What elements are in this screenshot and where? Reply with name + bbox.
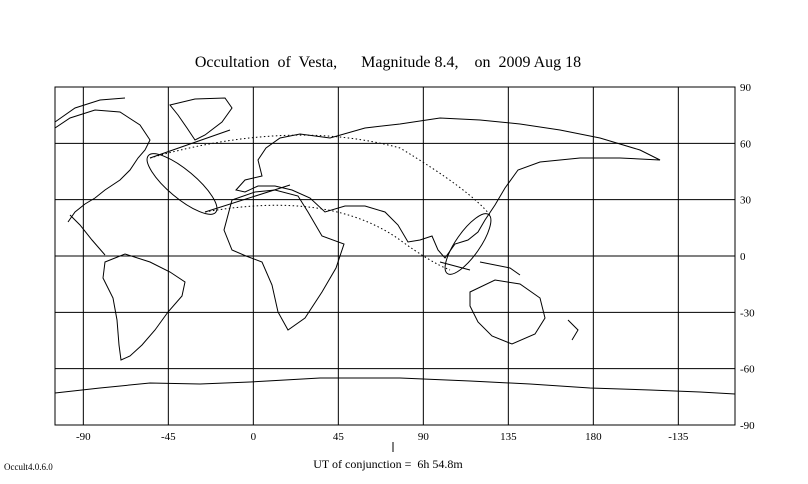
- path-edge: [149, 129, 291, 213]
- eurasia: [235, 117, 661, 259]
- lon-tick-label: -45: [161, 431, 176, 443]
- lon-tick-label: 135: [500, 431, 517, 443]
- coastlines: [54, 97, 736, 395]
- south-america: [102, 253, 186, 361]
- lat-tick-label: 30: [740, 195, 752, 207]
- islands: [439, 261, 579, 341]
- lat-tick-label: -30: [740, 307, 755, 319]
- shadow-ellipse-west: [146, 153, 218, 215]
- australia: [469, 279, 546, 345]
- lon-tick-label: 90: [418, 431, 430, 443]
- map-title: Occultation of Vesta, Magnitude 8.4, on …: [195, 54, 581, 71]
- lon-tick-label: 0: [251, 431, 257, 443]
- lat-tick-label: -90: [740, 420, 755, 432]
- antarctica: [54, 377, 736, 395]
- lon-tick-label: -90: [76, 431, 91, 443]
- greenland: [169, 97, 233, 141]
- occultation-path: [146, 129, 492, 275]
- lat-tick-label: 90: [740, 82, 752, 94]
- north-america: [54, 97, 151, 256]
- lon-tick-label: 45: [333, 431, 345, 443]
- shadow-ellipse-east: [444, 213, 492, 275]
- version-label: Occult4.0.6.0: [4, 462, 53, 472]
- lat-tick-label: 60: [740, 138, 752, 150]
- graticule: -90 -45 0 45 90 135 180 -135 90 60 30 0 -30 -60 -90: [55, 82, 755, 443]
- path-limit-north: [149, 134, 491, 216]
- path-limit-south: [204, 204, 451, 271]
- lon-tick-label: 180: [585, 431, 602, 443]
- lat-tick-label: 0: [740, 251, 746, 263]
- lon-tick-label: -135: [668, 431, 689, 443]
- conjunction-time: UT of conjunction = 6h 54.8m: [313, 457, 463, 471]
- lat-tick-label: -60: [740, 364, 755, 376]
- africa: [223, 189, 345, 331]
